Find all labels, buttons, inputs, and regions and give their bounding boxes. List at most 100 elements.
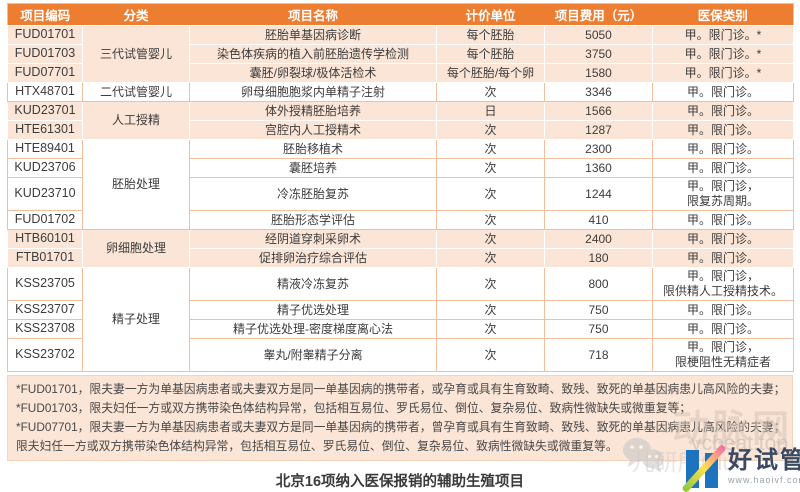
cell-name: 宫腔内人工授精术 — [189, 120, 437, 140]
haoivf-logo: 好试管 www.haoivf.com — [681, 443, 800, 492]
table-row: KUD23706 囊胚培养次 1360 甲。限门诊。 — [7, 158, 794, 178]
header-insurance: 医保类别 — [652, 3, 794, 26]
cell-fee: 2400 — [544, 229, 653, 249]
cell-unit: 每个胚胎 — [436, 25, 545, 45]
table-row: HTE61301 宫腔内人工授精术次 1287 甲。限门诊。 — [7, 120, 794, 140]
header-fee: 项目费用（元） — [544, 3, 653, 26]
cell-unit: 次 — [436, 338, 545, 372]
cell-unit: 每个胚胎 — [436, 44, 545, 64]
cell-unit: 次 — [436, 229, 545, 249]
table-row: FUD01702 胚胎形态学评估次 410 甲。限门诊。 — [7, 210, 794, 230]
cell-unit: 次 — [436, 267, 545, 301]
cell-insurance: 甲。限门诊。 — [652, 82, 794, 102]
cell-insurance: 甲。限门诊。 — [652, 210, 794, 230]
cell-unit: 次 — [436, 120, 545, 140]
cell-fee: 1244 — [544, 177, 653, 211]
footnote-line: 限夫妇任一方或双方携带染色体结构异常，包括相互易位、罗氏易位、倒位、复杂易位、致… — [16, 439, 618, 453]
haoivf-logo-mark-icon — [681, 443, 727, 492]
cell-insurance: 甲。限门诊。 — [652, 319, 794, 339]
cell-category: 三代试管婴儿 — [82, 25, 190, 83]
cell-insurance: 甲。限门诊。 — [652, 139, 794, 159]
header-unit: 计价单位 — [436, 3, 545, 26]
cell-category: 二代试管婴儿 — [82, 82, 190, 102]
cell-code: KUD23710 — [7, 177, 83, 211]
cell-unit: 次 — [436, 319, 545, 339]
cell-name: 体外授精胚胎培养 — [189, 101, 437, 121]
cell-code: KUD23701 — [7, 101, 83, 121]
cell-fee: 750 — [544, 319, 653, 339]
cell-code: FTB01701 — [7, 248, 83, 268]
cell-insurance: 甲。限门诊。 — [652, 101, 794, 121]
cell-unit: 日 — [436, 101, 545, 121]
cell-fee: 718 — [544, 338, 653, 372]
table-row: KSS23705 精子处理 精液冷冻复苏次 800 甲。限门诊， 限供精人工授精技术。 — [7, 267, 794, 372]
cell-code: KUD23706 — [7, 158, 83, 178]
cell-insurance: 甲。限门诊， 限梗阻性无精症者 — [652, 338, 794, 372]
cell-fee: 180 — [544, 248, 653, 268]
table-row: HTB60101 卵细胞处理 经阴道穿刺采卵术次 2400 甲。限门诊。 — [7, 229, 794, 268]
table-row: HTX48701 二代试管婴儿 卵母细胞胞浆内单精子注射次 3346 甲。限门诊。 — [7, 82, 794, 102]
cell-name: 睾丸/附睾精子分离 — [189, 338, 437, 372]
cell-name: 胚胎移植术 — [189, 139, 437, 159]
table-body: FUD01701 三代试管婴儿 胚胎单基因病诊断 每个胚胎 5050 甲。限门诊。* FUD… — [7, 25, 794, 372]
table-row: FUD01703 染色体疾病的植入前胚胎遗传学检测 每个胚胎 3750 甲。限门诊。* — [7, 44, 794, 64]
header-row: 项目编码 分类 项目名称 计价单位 项目费用（元） 医保类别 — [7, 3, 794, 26]
cell-unit: 次 — [436, 210, 545, 230]
cell-fee: 2300 — [544, 139, 653, 159]
table-row: HTE89401 胚胎处理 胚胎移植术次 2300 甲。限门诊。 — [7, 139, 794, 230]
cell-category: 胚胎处理 — [82, 139, 190, 230]
cell-unit: 次 — [436, 82, 545, 102]
cell-fee: 410 — [544, 210, 653, 230]
footnote-line: *FUD01701，限夫妻一方为单基因病患者或夫妻双方是同一单基因病的携带者，或… — [16, 382, 786, 396]
cell-unit: 次 — [436, 158, 545, 178]
cell-code: FUD01702 — [7, 210, 83, 230]
cell-name: 囊胚/卵裂球/极体活检术 — [189, 63, 437, 83]
footnote-line: *FUD01703，限夫妇任一方或双方携带染色体结构异常，包括相互易位、罗氏易位… — [16, 401, 692, 415]
cell-unit: 每个胚胎/每个卵 — [436, 63, 545, 83]
cell-code: KSS23707 — [7, 300, 83, 320]
table-row: KUD23701 人工授精 体外授精胚胎培养日 1566 甲。限门诊。 — [7, 101, 794, 140]
cell-unit: 次 — [436, 139, 545, 159]
cell-code: KSS23702 — [7, 338, 83, 372]
cell-insurance: 甲。限门诊。* — [652, 63, 794, 83]
footnotes: *FUD01701，限夫妻一方为单基因病患者或夫妻双方是同一单基因病的携带者，或… — [7, 375, 793, 461]
cell-insurance: 甲。限门诊， 限供精人工授精技术。 — [652, 267, 794, 301]
cell-fee: 800 — [544, 267, 653, 301]
table-header: 项目编码 分类 项目名称 计价单位 项目费用（元） 医保类别 — [7, 3, 794, 26]
cell-insurance: 甲。限门诊。* — [652, 44, 794, 64]
cell-fee: 1360 — [544, 158, 653, 178]
cell-name: 胚胎单基因病诊断 — [189, 25, 437, 45]
cell-fee: 750 — [544, 300, 653, 320]
cell-insurance: 甲。限门诊， 限复苏周期。 — [652, 177, 794, 211]
cell-fee: 1287 — [544, 120, 653, 140]
cell-name: 精液冷冻复苏 — [189, 267, 437, 301]
cell-fee: 1580 — [544, 63, 653, 83]
cell-name: 冷冻胚胎复苏 — [189, 177, 437, 211]
cell-code: HTE61301 — [7, 120, 83, 140]
cell-category: 卵细胞处理 — [82, 229, 190, 268]
table-row: FTB01701 促排卵治疗综合评估次 180 甲。限门诊。 — [7, 248, 794, 268]
footnote-line: *FUD07701，限夫妻一方为单基因病患者或夫妻双方是同一单基因病的携带者，曾… — [16, 420, 786, 434]
cell-code: HTE89401 — [7, 139, 83, 159]
cell-insurance: 甲。限门诊。 — [652, 158, 794, 178]
cell-name: 胚胎形态学评估 — [189, 210, 437, 230]
cell-insurance: 甲。限门诊。 — [652, 229, 794, 249]
haoivf-logo-text: 好试管 — [728, 447, 800, 474]
cell-code: FUD07701 — [7, 63, 83, 83]
cell-unit: 次 — [436, 248, 545, 268]
cell-code: HTX48701 — [7, 82, 83, 102]
cell-fee: 1566 — [544, 101, 653, 121]
cell-name: 促排卵治疗综合评估 — [189, 248, 437, 268]
cell-fee: 3346 — [544, 82, 653, 102]
cell-insurance: 甲。限门诊。* — [652, 25, 794, 45]
cell-insurance: 甲。限门诊。 — [652, 120, 794, 140]
cell-code: KSS23705 — [7, 267, 83, 301]
cell-name: 染色体疾病的植入前胚胎遗传学检测 — [189, 44, 437, 64]
cell-category: 精子处理 — [82, 267, 190, 372]
cell-unit: 次 — [436, 177, 545, 211]
table-row: KSS23707 精子优选处理次 750 甲。限门诊。 — [7, 300, 794, 320]
header-category: 分类 — [82, 3, 190, 26]
reimbursement-table: 项目编码 分类 项目名称 计价单位 项目费用（元） 医保类别 FUD01701 三… — [7, 3, 794, 372]
cell-fee: 5050 — [544, 25, 653, 45]
header-code: 项目编码 — [7, 3, 83, 26]
